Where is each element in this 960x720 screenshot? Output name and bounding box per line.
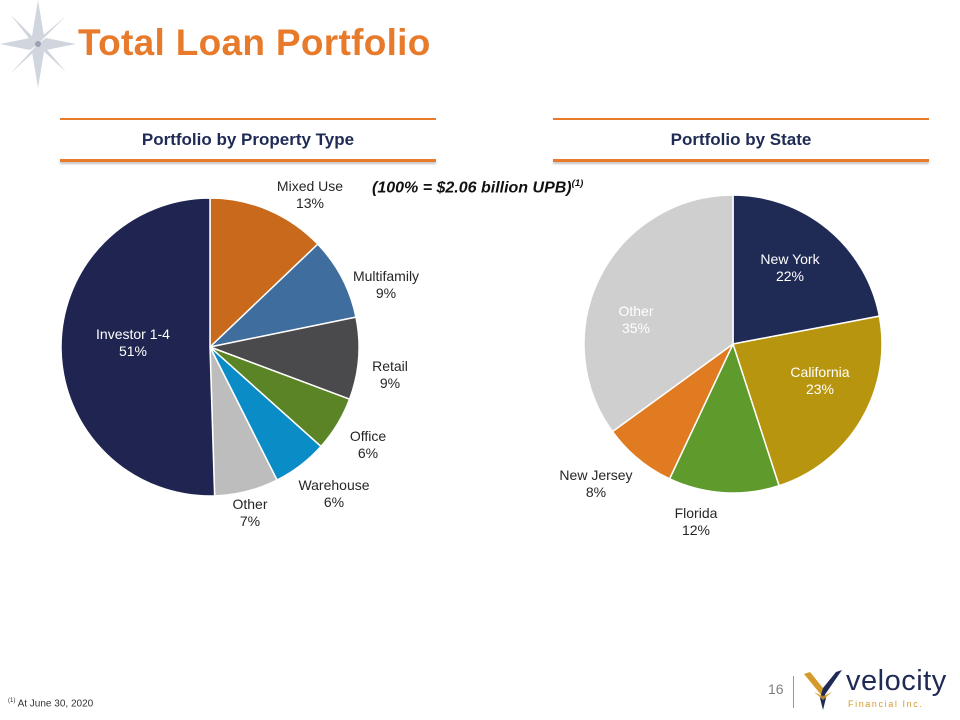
slice-value: 6% (323, 494, 345, 510)
pie-label-investor: Investor 1-4 51% (78, 326, 188, 360)
slice-value: 8% (585, 484, 607, 500)
state-slice-other (583, 194, 734, 433)
slice-value: 12% (681, 522, 711, 538)
pie-label-multifamily: Multifamily 9% (340, 268, 432, 302)
slice-value: 7% (239, 513, 261, 529)
header-rule-top (553, 118, 929, 120)
slice-name: Investor 1-4 (96, 326, 170, 342)
slice-name: Retail (372, 358, 408, 374)
page-title: Total Loan Portfolio (78, 22, 431, 63)
pie-label-other-property: Other 7% (212, 496, 288, 530)
pie-label-warehouse: Warehouse 6% (284, 477, 384, 511)
logo-wordmark: velocity (846, 665, 947, 697)
slice-value: 51% (118, 343, 148, 359)
pie-label-new-jersey: New Jersey 8% (548, 467, 644, 501)
slice-name: New York (760, 251, 820, 267)
state-heading: Portfolio by State (670, 130, 812, 149)
pie-label-retail: Retail 9% (352, 358, 428, 392)
slice-name: Office (349, 428, 387, 444)
slice-name: California (790, 364, 850, 380)
page-number: 16 (768, 681, 784, 697)
footer-divider (793, 676, 794, 708)
slice-value: 23% (805, 381, 835, 397)
property-type-slice-investor-1-4 (60, 197, 216, 497)
portfolio-total-footnote-ref: (1) (571, 178, 584, 189)
logo-tagline: Financial Inc. (848, 699, 924, 709)
pie-label-new-york: New York 22% (744, 251, 836, 285)
slice-value: 35% (621, 320, 651, 336)
slice-value: 9% (375, 285, 397, 301)
slice-name: Multifamily (352, 268, 420, 284)
state-slice-new-york (732, 194, 881, 345)
pie-label-mixed-use: Mixed Use 13% (262, 178, 358, 212)
slice-name: New Jersey (559, 467, 633, 483)
state-header: Portfolio by State (553, 118, 929, 162)
property-type-slice-multifamily (207, 243, 357, 349)
footnote-text: At June 30, 2020 (17, 698, 94, 710)
slice-name: Other (618, 303, 654, 319)
footnote: (1) At June 30, 2020 (8, 698, 93, 709)
slice-value: 9% (379, 375, 401, 391)
portfolio-total-text: (100% = $2.06 billion UPB) (372, 179, 572, 197)
slice-name: Florida (674, 505, 718, 521)
velocity-logo-icon (804, 670, 842, 710)
pie-label-other-state: Other 35% (600, 303, 672, 337)
header-rule-bottom (60, 159, 436, 162)
state-slice-california (732, 315, 883, 487)
header-rule-top (60, 118, 436, 120)
pie-label-office: Office 6% (332, 428, 404, 462)
state-slice-florida (668, 341, 780, 494)
property-type-heading: Portfolio by Property Type (141, 130, 355, 149)
property-type-header: Portfolio by Property Type (60, 118, 436, 162)
slice-name: Warehouse (298, 477, 370, 493)
property-type-slice-retail (207, 316, 360, 401)
header-rule-bottom (553, 159, 929, 162)
slice-value: 22% (775, 268, 805, 284)
slice-value: 6% (357, 445, 379, 461)
pie-label-california: California 23% (774, 364, 866, 398)
slice-value: 13% (295, 195, 325, 211)
footnote-marker: (1) (8, 698, 16, 704)
property-type-slice-mixed-use (209, 197, 319, 349)
star-burst-icon (0, 0, 76, 88)
slice-name: Mixed Use (276, 178, 344, 194)
slice-name: Other (232, 496, 268, 512)
pie-label-florida: Florida 12% (656, 505, 736, 539)
portfolio-total-note: (100% = $2.06 billion UPB)(1) (372, 178, 583, 197)
